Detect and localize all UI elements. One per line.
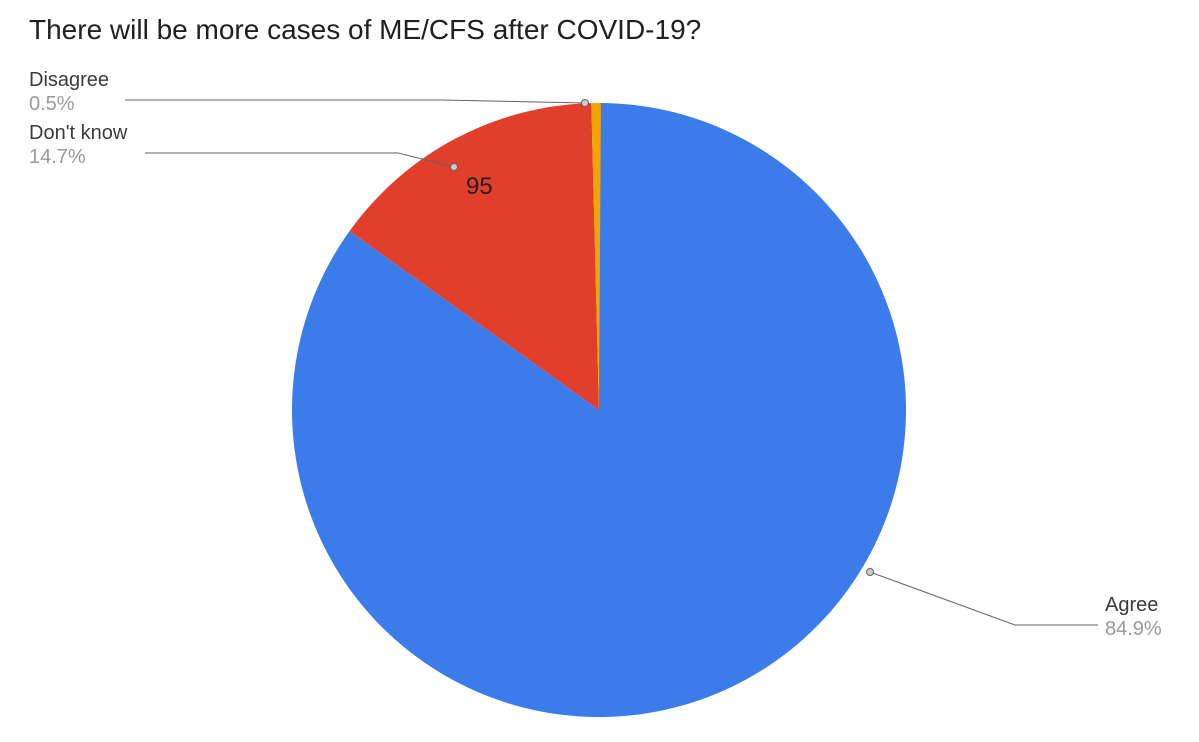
leader-dot-don-t-know	[451, 164, 458, 171]
leader-line-disagree	[125, 100, 585, 103]
slice-value-agree: 549	[872, 543, 912, 571]
callout-label-disagree: Disagree	[29, 69, 109, 92]
leader-line-agree	[870, 572, 1098, 625]
callout-label-don-t-know: Don't know	[29, 122, 127, 145]
callout-percent-disagree: 0.5%	[29, 93, 75, 116]
callout-percent-don-t-know: 14.7%	[29, 146, 86, 169]
pie-chart	[0, 0, 1199, 742]
leader-dot-disagree	[582, 100, 589, 107]
callout-label-agree: Agree	[1105, 594, 1158, 617]
callout-percent-agree: 84.9%	[1105, 618, 1162, 641]
slice-value-don-t-know: 95	[466, 173, 493, 201]
leader-line-don-t-know	[145, 153, 454, 167]
